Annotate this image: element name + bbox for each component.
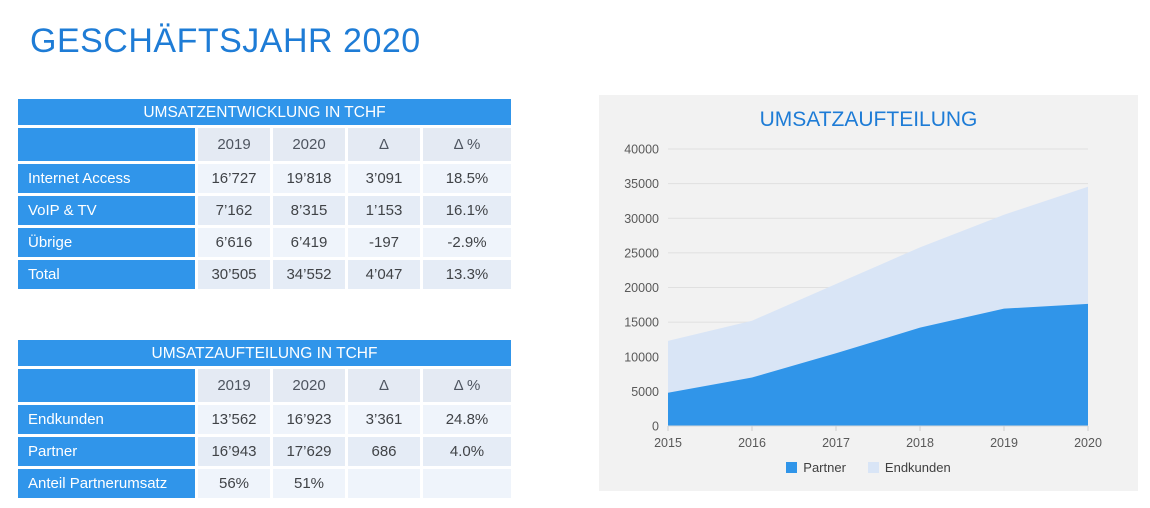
- chart-title: UMSATZAUFTEILUNG: [759, 108, 978, 131]
- table-cell: 7’162: [198, 196, 270, 225]
- svg-text:2019: 2019: [990, 436, 1018, 450]
- table-cell: 24.8%: [423, 405, 511, 434]
- svg-text:2015: 2015: [654, 436, 682, 450]
- table-cell: 34’552: [273, 260, 345, 289]
- svg-text:30000: 30000: [624, 212, 659, 226]
- row-label-internet-access: Internet Access: [18, 164, 195, 193]
- svg-text:10000: 10000: [624, 350, 659, 364]
- table-cell: 16’727: [198, 164, 270, 193]
- page-title: GESCHÄFTSJAHR 2020: [30, 22, 421, 60]
- table-cell: [348, 469, 420, 498]
- header-cell-empty: [18, 369, 195, 402]
- legend-item-endkunden: Endkunden: [867, 460, 951, 475]
- col-header-2020: 2020: [273, 369, 345, 402]
- table-cell: 19’818: [273, 164, 345, 193]
- legend-label: Endkunden: [884, 460, 951, 475]
- table-title: UMSATZAUFTEILUNG IN TCHF: [18, 340, 511, 366]
- svg-text:2016: 2016: [738, 436, 766, 450]
- table-cell: -197: [348, 228, 420, 257]
- table-cell: 56%: [198, 469, 270, 498]
- table-cell: 30’505: [198, 260, 270, 289]
- table-cell: 16.1%: [423, 196, 511, 225]
- row-label-endkunden: Endkunden: [18, 405, 195, 434]
- table-cell: 16’943: [198, 437, 270, 466]
- svg-text:35000: 35000: [624, 177, 659, 191]
- table-cell: 6’616: [198, 228, 270, 257]
- row-label-anteil-partnerumsatz: Anteil Partnerumsatz: [18, 469, 195, 498]
- table-cell: 3’091: [348, 164, 420, 193]
- table-cell: 1’153: [348, 196, 420, 225]
- col-header-2019: 2019: [198, 128, 270, 161]
- table-cell: 686: [348, 437, 420, 466]
- row-label-partner: Partner: [18, 437, 195, 466]
- table-cell: 16’923: [273, 405, 345, 434]
- umsatzentwicklung-table: UMSATZENTWICKLUNG IN TCHF 2019 2020 Δ Δ …: [18, 99, 511, 289]
- table-cell: 3’361: [348, 405, 420, 434]
- table-cell: 4.0%: [423, 437, 511, 466]
- chart-panel: UMSATZAUFTEILUNG 0 5000 10000 15000 20000 250…: [599, 95, 1138, 491]
- svg-text:0: 0: [652, 420, 659, 434]
- svg-text:15000: 15000: [624, 316, 659, 330]
- svg-text:20000: 20000: [624, 281, 659, 295]
- table-cell: -2.9%: [423, 228, 511, 257]
- legend-item-partner: Partner: [786, 460, 846, 475]
- row-label-voip-tv: VoIP & TV: [18, 196, 195, 225]
- legend-label: Partner: [803, 460, 846, 475]
- svg-text:40000: 40000: [624, 143, 659, 157]
- col-header-delta: Δ: [348, 369, 420, 402]
- table-title: UMSATZENTWICKLUNG IN TCHF: [18, 99, 511, 125]
- chart-legend: Partner Endkunden: [599, 460, 1138, 475]
- table-cell: 17’629: [273, 437, 345, 466]
- partner-swatch-icon: [786, 462, 798, 473]
- svg-text:2020: 2020: [1074, 436, 1102, 450]
- col-header-delta: Δ: [348, 128, 420, 161]
- table-cell: 51%: [273, 469, 345, 498]
- umsatzaufteilung-table: UMSATZAUFTEILUNG IN TCHF 2019 2020 Δ Δ %…: [18, 340, 511, 498]
- svg-text:25000: 25000: [624, 246, 659, 260]
- row-label-uebrige: Übrige: [18, 228, 195, 257]
- table-cell: 8’315: [273, 196, 345, 225]
- endkunden-swatch-icon: [867, 462, 879, 473]
- table-cell: 18.5%: [423, 164, 511, 193]
- table-cell: 6’419: [273, 228, 345, 257]
- table-cell: 4’047: [348, 260, 420, 289]
- col-header-delta-pct: Δ %: [423, 369, 511, 402]
- area-chart-svg: 0 5000 10000 15000 20000 25000 30000 35000 40000…: [624, 143, 1102, 451]
- row-label-total: Total: [18, 260, 195, 289]
- col-header-delta-pct: Δ %: [423, 128, 511, 161]
- svg-text:2018: 2018: [906, 436, 934, 450]
- col-header-2019: 2019: [198, 369, 270, 402]
- table-cell: [423, 469, 511, 498]
- header-cell-empty: [18, 128, 195, 161]
- col-header-2020: 2020: [273, 128, 345, 161]
- table-cell: 13.3%: [423, 260, 511, 289]
- table-cell: 13’562: [198, 405, 270, 434]
- svg-text:2017: 2017: [822, 436, 850, 450]
- svg-text:5000: 5000: [631, 385, 659, 399]
